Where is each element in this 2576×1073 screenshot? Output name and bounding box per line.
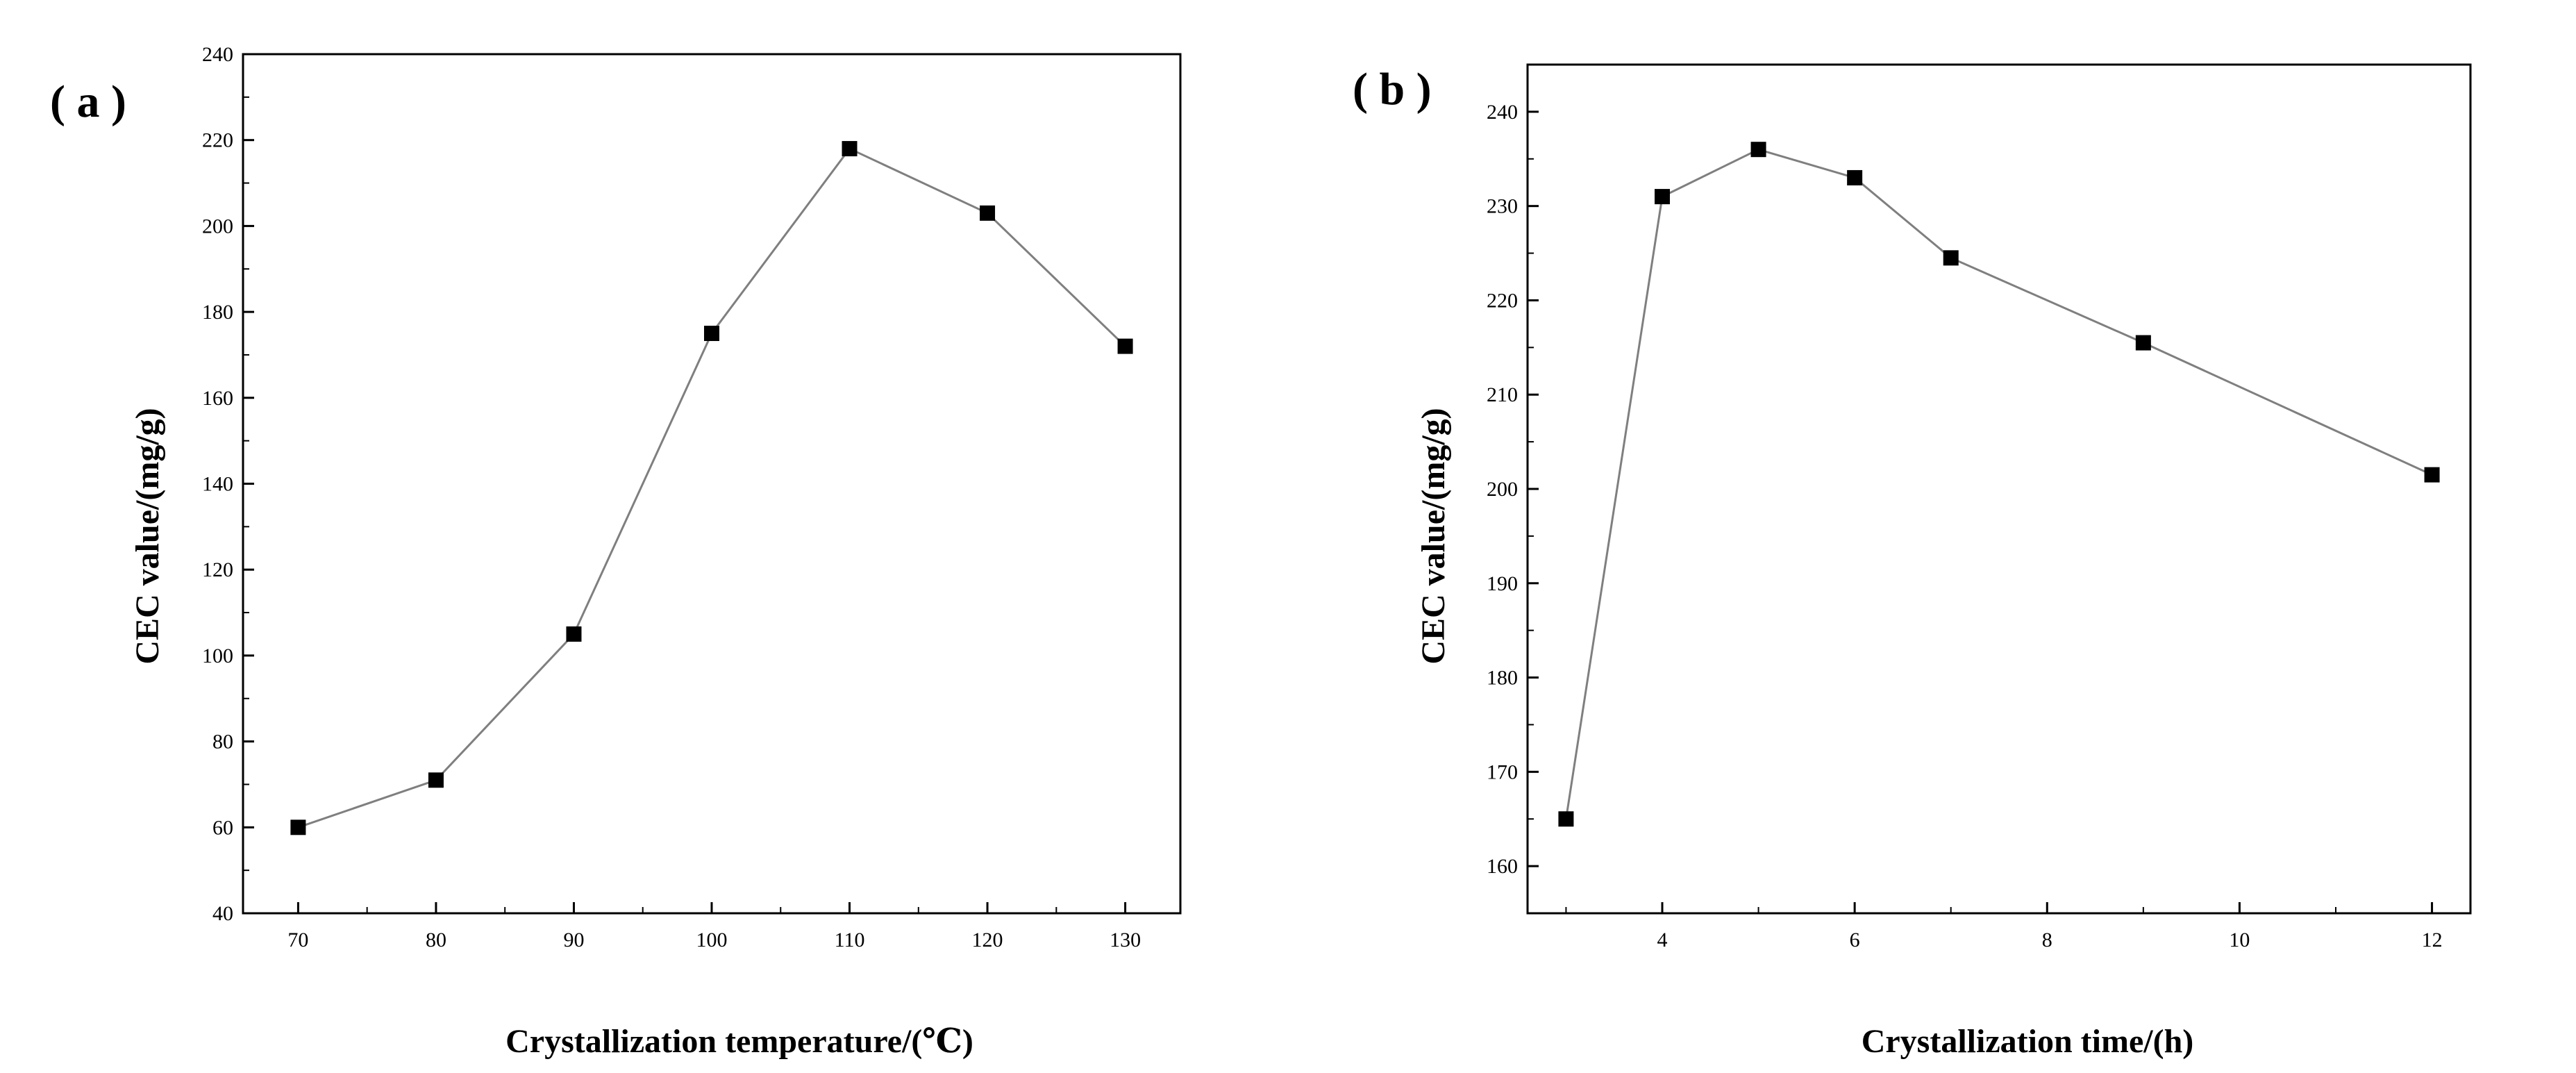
data-point-a-5 (980, 205, 996, 221)
y-tick-label-b: 240 (1487, 101, 1518, 124)
y-tick-label-a: 220 (202, 129, 233, 152)
y-tick-label-b: 190 (1487, 572, 1518, 595)
data-point-b-4 (1943, 250, 1959, 266)
x-tick-label-a: 80 (426, 929, 446, 951)
data-point-b-3 (1847, 169, 1863, 185)
x-tick-label-b: 8 (2042, 929, 2052, 951)
x-axis-title-a: Crystallization temperature/(℃) (505, 1023, 973, 1060)
y-tick-label-a: 100 (202, 644, 233, 667)
x-tick-label-a: 70 (287, 929, 308, 951)
y-tick-label-b: 200 (1487, 478, 1518, 501)
panel-label-a: ( a ) (50, 76, 126, 127)
chart-panel-a: ( a ) CEC value/(mg/g) Crystallization t… (50, 43, 1182, 1060)
y-axis-title-a: CEC value/(mg/g) (129, 408, 166, 664)
x-axis-title-b: Crystallization time/(h) (1862, 1023, 2194, 1060)
y-tick-label-b: 170 (1487, 760, 1518, 783)
data-point-a-4 (842, 141, 858, 157)
y-tick-label-a: 160 (202, 387, 233, 410)
x-tick-label-a: 90 (563, 929, 584, 951)
panel-label-b: ( b ) (1353, 64, 1432, 115)
y-tick-label-a: 180 (202, 301, 233, 324)
data-point-a-2 (566, 626, 582, 642)
data-point-a-6 (1117, 338, 1133, 354)
data-point-b-1 (1655, 189, 1670, 205)
y-tick-label-b: 160 (1487, 855, 1518, 878)
data-point-b-6 (2424, 467, 2440, 483)
x-tick-label-b: 12 (2422, 929, 2443, 951)
y-tick-label-a: 140 (202, 473, 233, 496)
data-point-b-0 (1558, 811, 1574, 827)
data-point-b-2 (1750, 142, 1766, 158)
x-tick-label-a: 110 (835, 929, 865, 951)
data-point-b-5 (2135, 335, 2151, 351)
x-tick-label-b: 4 (1657, 929, 1668, 951)
y-tick-label-b: 180 (1487, 667, 1518, 690)
y-tick-label-a: 40 (212, 902, 233, 925)
y-tick-label-a: 120 (202, 558, 233, 581)
y-tick-label-b: 210 (1487, 383, 1518, 406)
data-point-a-3 (704, 326, 719, 342)
y-tick-label-b: 220 (1487, 289, 1518, 312)
x-tick-label-a: 100 (696, 929, 728, 951)
x-tick-label-a: 130 (1110, 929, 1141, 951)
chart-panel-b: ( b ) CEC value/(mg/g) Crystallization t… (1353, 63, 2472, 1060)
y-tick-label-a: 240 (202, 43, 233, 66)
x-tick-label-a: 120 (972, 929, 1003, 951)
x-tick-label-b: 10 (2229, 929, 2250, 951)
y-tick-label-a: 60 (212, 816, 233, 839)
y-tick-label-a: 200 (202, 215, 233, 238)
y-tick-label-b: 230 (1487, 195, 1518, 218)
y-axis-title-b: CEC value/(mg/g) (1415, 408, 1452, 664)
x-tick-label-b: 6 (1850, 929, 1860, 951)
y-tick-label-a: 80 (212, 731, 233, 754)
data-point-a-0 (290, 820, 306, 835)
data-point-a-1 (428, 772, 444, 788)
